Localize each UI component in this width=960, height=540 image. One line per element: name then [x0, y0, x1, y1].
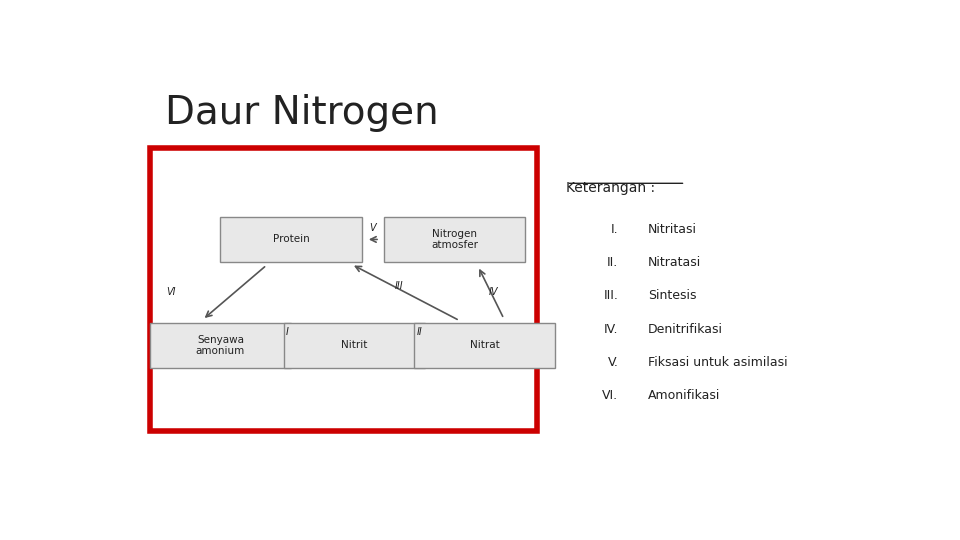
Text: Keterangan :: Keterangan : — [566, 181, 656, 195]
Text: III: III — [395, 281, 403, 291]
Text: Nitrat: Nitrat — [469, 340, 499, 350]
FancyBboxPatch shape — [221, 217, 362, 262]
Text: VI.: VI. — [602, 389, 618, 402]
FancyBboxPatch shape — [414, 322, 555, 368]
Text: Nitritasi: Nitritasi — [648, 223, 697, 236]
Text: Daur Nitrogen: Daur Nitrogen — [165, 94, 439, 132]
Text: V.: V. — [608, 356, 618, 369]
Text: VI: VI — [166, 287, 176, 298]
Text: I: I — [286, 327, 289, 337]
FancyBboxPatch shape — [384, 217, 525, 262]
Text: II.: II. — [608, 256, 618, 269]
Text: Nitrogen
atmosfer: Nitrogen atmosfer — [431, 228, 478, 250]
FancyBboxPatch shape — [150, 148, 537, 431]
Text: II: II — [417, 327, 422, 337]
Text: Protein: Protein — [273, 234, 309, 245]
Text: Nitratasi: Nitratasi — [648, 256, 702, 269]
FancyBboxPatch shape — [150, 322, 291, 368]
Text: IV: IV — [489, 287, 498, 298]
Text: Amonifikasi: Amonifikasi — [648, 389, 721, 402]
Text: IV.: IV. — [604, 322, 618, 335]
Text: V: V — [370, 223, 376, 233]
Text: Sintesis: Sintesis — [648, 289, 697, 302]
Text: Denitrifikasi: Denitrifikasi — [648, 322, 723, 335]
Text: Senyawa
amonium: Senyawa amonium — [196, 335, 245, 356]
Text: I.: I. — [611, 223, 618, 236]
Text: III.: III. — [604, 289, 618, 302]
Text: Fiksasi untuk asimilasi: Fiksasi untuk asimilasi — [648, 356, 788, 369]
FancyBboxPatch shape — [284, 322, 425, 368]
Text: Nitrit: Nitrit — [341, 340, 368, 350]
